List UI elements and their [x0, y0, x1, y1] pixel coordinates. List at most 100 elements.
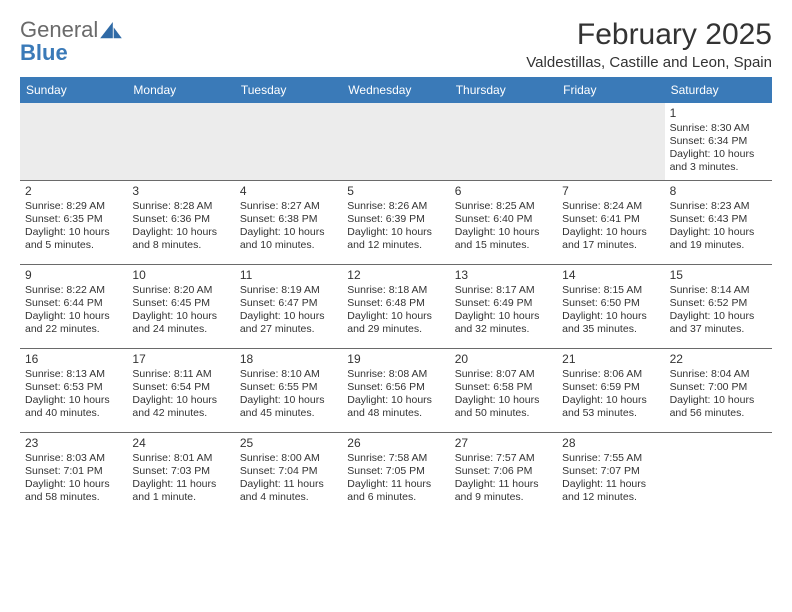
daylight-text: Daylight: 10 hours and 32 minutes.	[455, 310, 552, 336]
day-number: 26	[347, 436, 444, 451]
sunset-text: Sunset: 6:41 PM	[562, 213, 659, 226]
daylight-text: Daylight: 10 hours and 12 minutes.	[347, 226, 444, 252]
daylight-text: Daylight: 10 hours and 35 minutes.	[562, 310, 659, 336]
day-number: 11	[240, 268, 337, 283]
calendar-cell: 5Sunrise: 8:26 AMSunset: 6:39 PMDaylight…	[342, 180, 449, 264]
sunset-text: Sunset: 7:06 PM	[455, 465, 552, 478]
calendar-cell	[450, 103, 557, 180]
sunrise-text: Sunrise: 8:11 AM	[132, 368, 229, 381]
calendar-cell: 15Sunrise: 8:14 AMSunset: 6:52 PMDayligh…	[665, 264, 772, 348]
calendar-cell: 12Sunrise: 8:18 AMSunset: 6:48 PMDayligh…	[342, 264, 449, 348]
title-block: February 2025 Valdestillas, Castille and…	[526, 18, 772, 71]
weekday-heading: Monday	[127, 77, 234, 103]
daylight-text: Daylight: 10 hours and 37 minutes.	[670, 310, 767, 336]
calendar-cell: 18Sunrise: 8:10 AMSunset: 6:55 PMDayligh…	[235, 348, 342, 432]
sunrise-text: Sunrise: 8:27 AM	[240, 200, 337, 213]
calendar-cell	[127, 103, 234, 180]
sunset-text: Sunset: 7:01 PM	[25, 465, 122, 478]
calendar-body: 1Sunrise: 8:30 AMSunset: 6:34 PMDaylight…	[20, 103, 772, 516]
day-number: 13	[455, 268, 552, 283]
daylight-text: Daylight: 10 hours and 50 minutes.	[455, 394, 552, 420]
sunrise-text: Sunrise: 8:19 AM	[240, 284, 337, 297]
sunrise-text: Sunrise: 8:06 AM	[562, 368, 659, 381]
sunset-text: Sunset: 6:48 PM	[347, 297, 444, 310]
daylight-text: Daylight: 10 hours and 58 minutes.	[25, 478, 122, 504]
day-number: 18	[240, 352, 337, 367]
day-number: 17	[132, 352, 229, 367]
calendar-cell	[557, 103, 664, 180]
day-number: 2	[25, 184, 122, 199]
sunrise-text: Sunrise: 8:20 AM	[132, 284, 229, 297]
sunrise-text: Sunrise: 8:00 AM	[240, 452, 337, 465]
daylight-text: Daylight: 10 hours and 45 minutes.	[240, 394, 337, 420]
sunrise-text: Sunrise: 8:28 AM	[132, 200, 229, 213]
calendar-cell	[235, 103, 342, 180]
sunset-text: Sunset: 6:58 PM	[455, 381, 552, 394]
sunrise-text: Sunrise: 7:57 AM	[455, 452, 552, 465]
sunset-text: Sunset: 6:35 PM	[25, 213, 122, 226]
day-number: 20	[455, 352, 552, 367]
daylight-text: Daylight: 11 hours and 12 minutes.	[562, 478, 659, 504]
calendar-header-row: Sunday Monday Tuesday Wednesday Thursday…	[20, 77, 772, 103]
page-subtitle: Valdestillas, Castille and Leon, Spain	[526, 54, 772, 71]
calendar-cell: 2Sunrise: 8:29 AMSunset: 6:35 PMDaylight…	[20, 180, 127, 264]
sunset-text: Sunset: 6:55 PM	[240, 381, 337, 394]
calendar-cell: 7Sunrise: 8:24 AMSunset: 6:41 PMDaylight…	[557, 180, 664, 264]
day-number: 24	[132, 436, 229, 451]
day-number: 28	[562, 436, 659, 451]
calendar-cell: 14Sunrise: 8:15 AMSunset: 6:50 PMDayligh…	[557, 264, 664, 348]
day-number: 1	[670, 106, 767, 121]
brand-name-blue: Blue	[20, 40, 68, 65]
day-number: 25	[240, 436, 337, 451]
daylight-text: Daylight: 10 hours and 22 minutes.	[25, 310, 122, 336]
sunrise-text: Sunrise: 7:55 AM	[562, 452, 659, 465]
sunset-text: Sunset: 7:03 PM	[132, 465, 229, 478]
daylight-text: Daylight: 10 hours and 5 minutes.	[25, 226, 122, 252]
day-number: 22	[670, 352, 767, 367]
sunrise-text: Sunrise: 8:18 AM	[347, 284, 444, 297]
daylight-text: Daylight: 10 hours and 40 minutes.	[25, 394, 122, 420]
sunrise-text: Sunrise: 8:30 AM	[670, 122, 767, 135]
sunrise-text: Sunrise: 8:01 AM	[132, 452, 229, 465]
sunset-text: Sunset: 6:36 PM	[132, 213, 229, 226]
day-number: 14	[562, 268, 659, 283]
weekday-heading: Thursday	[450, 77, 557, 103]
sunrise-text: Sunrise: 7:58 AM	[347, 452, 444, 465]
daylight-text: Daylight: 11 hours and 9 minutes.	[455, 478, 552, 504]
day-number: 7	[562, 184, 659, 199]
sunset-text: Sunset: 7:04 PM	[240, 465, 337, 478]
calendar-cell: 8Sunrise: 8:23 AMSunset: 6:43 PMDaylight…	[665, 180, 772, 264]
calendar-cell: 26Sunrise: 7:58 AMSunset: 7:05 PMDayligh…	[342, 432, 449, 516]
page-title: February 2025	[526, 18, 772, 52]
sunset-text: Sunset: 7:05 PM	[347, 465, 444, 478]
sunset-text: Sunset: 6:38 PM	[240, 213, 337, 226]
sunset-text: Sunset: 6:56 PM	[347, 381, 444, 394]
calendar: Sunday Monday Tuesday Wednesday Thursday…	[20, 77, 772, 516]
day-number: 5	[347, 184, 444, 199]
day-number: 10	[132, 268, 229, 283]
day-number: 6	[455, 184, 552, 199]
sunset-text: Sunset: 6:39 PM	[347, 213, 444, 226]
day-number: 12	[347, 268, 444, 283]
sunrise-text: Sunrise: 8:10 AM	[240, 368, 337, 381]
sunrise-text: Sunrise: 8:23 AM	[670, 200, 767, 213]
calendar-cell: 16Sunrise: 8:13 AMSunset: 6:53 PMDayligh…	[20, 348, 127, 432]
brand-text: General Blue	[20, 18, 98, 64]
calendar-cell: 21Sunrise: 8:06 AMSunset: 6:59 PMDayligh…	[557, 348, 664, 432]
weekday-heading: Tuesday	[235, 77, 342, 103]
day-number: 16	[25, 352, 122, 367]
weekday-heading: Sunday	[20, 77, 127, 103]
daylight-text: Daylight: 10 hours and 17 minutes.	[562, 226, 659, 252]
sunrise-text: Sunrise: 8:29 AM	[25, 200, 122, 213]
day-number: 9	[25, 268, 122, 283]
day-number: 8	[670, 184, 767, 199]
calendar-cell: 1Sunrise: 8:30 AMSunset: 6:34 PMDaylight…	[665, 103, 772, 180]
sunrise-text: Sunrise: 8:26 AM	[347, 200, 444, 213]
daylight-text: Daylight: 10 hours and 24 minutes.	[132, 310, 229, 336]
brand-logo: General Blue	[20, 18, 122, 64]
daylight-text: Daylight: 11 hours and 6 minutes.	[347, 478, 444, 504]
day-number: 27	[455, 436, 552, 451]
sunset-text: Sunset: 6:50 PM	[562, 297, 659, 310]
sunrise-text: Sunrise: 8:15 AM	[562, 284, 659, 297]
calendar-cell	[20, 103, 127, 180]
